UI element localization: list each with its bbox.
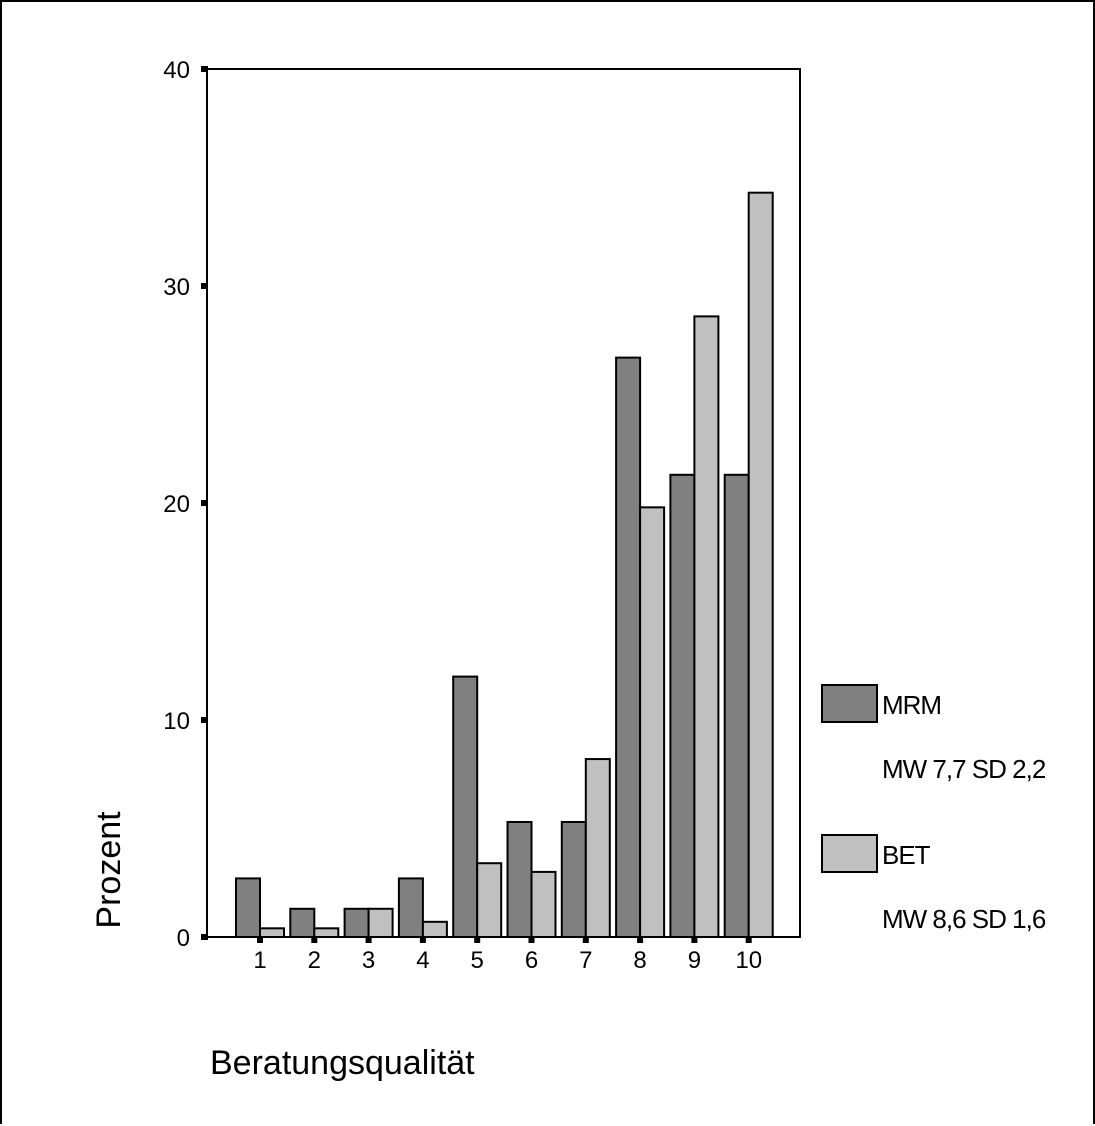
x-tick-mark-4: [419, 936, 426, 943]
bar-bet-6: [530, 870, 557, 939]
x-tick-mark-5: [474, 936, 481, 943]
y-tick-label-20: 20: [163, 491, 190, 518]
bar-bet-5: [476, 862, 503, 938]
x-tick-mark-10: [745, 936, 752, 943]
legend-swatch-mrm: [821, 684, 878, 723]
bar-mrm-2: [289, 907, 316, 938]
x-tick-mark-3: [365, 936, 372, 943]
bar-bet-2: [313, 927, 340, 939]
bar-bet-8: [639, 506, 666, 938]
legend-swatch-bet: [821, 834, 878, 873]
y-tick-label-10: 10: [163, 708, 190, 735]
legend-label-mrm: MRM: [882, 690, 941, 720]
y-tick-mark-20: [201, 500, 208, 506]
y-tick-mark-30: [201, 283, 208, 289]
bar-bet-9: [693, 315, 720, 938]
x-tick-label-4: 4: [416, 947, 429, 974]
y-axis-ticks: 0 10 20 30 40: [163, 57, 208, 952]
bars-layer: [235, 191, 774, 939]
x-tick-mark-2: [311, 936, 318, 943]
bar-mrm-10: [723, 473, 750, 938]
bar-bet-10: [747, 191, 774, 938]
x-tick-label-6: 6: [525, 947, 538, 974]
bar-bet-3: [367, 907, 394, 938]
x-tick-label-8: 8: [633, 947, 646, 974]
x-tick-label-10: 10: [735, 947, 762, 974]
bar-mrm-3: [343, 907, 370, 938]
y-tick-label-30: 30: [163, 274, 190, 301]
bar-bet-4: [421, 920, 448, 938]
legend-label-bet: BET: [882, 840, 931, 870]
x-axis-title: Beratungsqualität: [210, 1044, 475, 1082]
legend: MRM MW 7,7 SD 2,2 BET MW 8,6 SD 1,6: [821, 684, 1047, 934]
y-tick-mark-40: [201, 66, 208, 72]
x-tick-label-9: 9: [688, 947, 701, 974]
x-tick-label-7: 7: [579, 947, 592, 974]
x-tick-mark-7: [582, 936, 589, 943]
bar-bet-7: [584, 758, 611, 938]
bar-mrm-8: [615, 356, 642, 938]
x-tick-mark-1: [257, 936, 263, 943]
x-tick-mark-8: [637, 936, 644, 943]
bar-mrm-5: [452, 675, 479, 938]
y-tick-mark-10: [201, 717, 208, 723]
x-tick-label-3: 3: [362, 947, 375, 974]
bar-mrm-6: [506, 820, 533, 938]
legend-stats-mrm: MW 7,7 SD 2,2: [882, 754, 1046, 784]
x-tick-label-2: 2: [308, 947, 321, 974]
y-tick-mark-0: [201, 934, 208, 940]
legend-stats-bet: MW 8,6 SD 1,6: [882, 904, 1046, 934]
x-tick-mark-6: [528, 936, 535, 943]
bar-mrm-1: [235, 877, 261, 938]
bar-mrm-9: [669, 473, 696, 938]
y-tick-label-40: 40: [163, 57, 190, 84]
x-axis-ticks: 1 2 3 4 5 6 7 8 9 10: [253, 936, 762, 974]
x-tick-label-5: 5: [471, 947, 484, 974]
bar-mrm-7: [560, 820, 587, 938]
x-tick-mark-9: [691, 936, 698, 943]
bar-mrm-4: [397, 877, 424, 938]
x-tick-label-1: 1: [253, 947, 266, 974]
y-axis-title: Prozent: [90, 811, 128, 929]
bar-bet-1: [259, 927, 285, 939]
y-tick-label-0: 0: [177, 925, 190, 952]
